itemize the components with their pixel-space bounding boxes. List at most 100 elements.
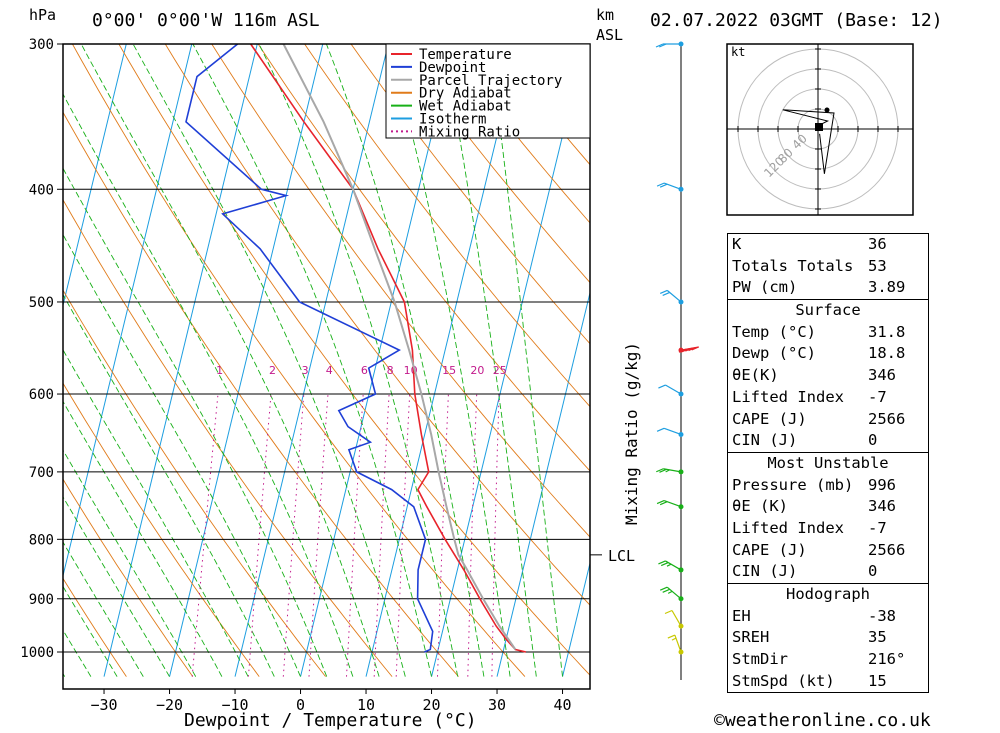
wind-barb-staff <box>663 427 682 436</box>
temperature-tick-label: −20 <box>156 696 183 714</box>
row-value: 53 <box>868 256 887 275</box>
wind-barb-flag <box>659 289 668 294</box>
dry-adiabat-line <box>257 44 590 472</box>
temperature-tick-label: 10 <box>357 696 375 714</box>
wet-adiabat-line <box>63 496 170 677</box>
row-value: -7 <box>868 518 887 537</box>
row-key: StmSpd (kt) <box>732 671 835 690</box>
isotherm-line <box>0 44 61 677</box>
row-value: 0 <box>868 431 878 450</box>
row-value: 346 <box>868 366 896 385</box>
hodograph-trace <box>782 109 835 174</box>
datetime-title: 02.07.2022 03GMT (Base: 12) <box>650 10 943 31</box>
row-key: K <box>732 235 742 253</box>
wind-barb-flag <box>662 588 670 593</box>
wet-adiabat-line <box>192 44 432 677</box>
series-line-parcel-trajectory <box>282 44 517 651</box>
wind-barb-flag <box>678 348 687 353</box>
wet-adiabat-line <box>63 629 92 677</box>
row-key: Totals Totals <box>732 256 854 275</box>
km-unit-label: km <box>596 6 615 24</box>
wet-adiabat-line <box>63 349 249 677</box>
mixing-ratio-value: 25 <box>493 364 507 377</box>
table-row: Temp (°C) 31.8 <box>728 322 928 344</box>
table-row: CIN (J) 0 <box>728 561 928 583</box>
wind-barb-flag <box>656 427 665 432</box>
isotherm-line <box>365 44 520 677</box>
mixing-ratio-line <box>308 393 329 677</box>
x-axis-label: Dewpoint / Temperature (°C) <box>184 710 477 731</box>
legend-entry: Dry Adiabat <box>419 86 512 102</box>
row-value: 2566 <box>868 409 906 428</box>
mixing-ratio-value: 6 <box>361 364 368 377</box>
section-title: Hodograph <box>786 585 870 603</box>
dry-adiabat-line <box>118 44 590 676</box>
mixing-ratio-line <box>373 393 390 677</box>
wind-barb-flag <box>664 609 673 615</box>
isotherm-line <box>300 44 455 677</box>
row-value: 31.8 <box>868 322 906 341</box>
copyright: ©weatheronline.co.uk <box>714 710 931 731</box>
surface-box: Surface Temp (°C) 31.8 Dewp (°C) 18.8 θE(K) 34… <box>728 299 928 452</box>
wet-adiabat-line <box>63 672 66 677</box>
dry-adiabat-line <box>63 289 326 677</box>
table-row: Dewp (°C) 18.8 <box>728 343 928 365</box>
mixing-ratio-line <box>491 393 500 677</box>
dry-adiabat-line <box>63 198 393 677</box>
wet-adiabat-line <box>132 44 406 677</box>
temperature-tick-label: 30 <box>488 696 506 714</box>
wind-barb-flag <box>656 500 665 505</box>
asl-unit-label: ASL <box>596 26 624 44</box>
table-row: Pressure (mb) 996 <box>728 475 928 497</box>
wind-barb-flag <box>691 346 699 351</box>
wind-barb-staff <box>665 384 682 395</box>
isotherm-line <box>63 44 127 308</box>
indices-table: K 36 Totals Totals 53 PW (cm) 3.89 Surface Tem… <box>727 233 929 694</box>
hpa-unit-label: hPa <box>29 6 57 24</box>
table-row: CAPE (J) 2566 <box>728 540 928 562</box>
row-value: 216° <box>868 650 906 669</box>
row-key: θE(K) <box>732 366 779 385</box>
table-row: θE (K) 346 <box>728 496 928 518</box>
wind-barb-flag <box>659 183 668 188</box>
wind-barb-staff <box>674 634 682 653</box>
row-value: 996 <box>868 475 896 494</box>
wind-barb-half <box>667 590 673 594</box>
section-title: Surface <box>795 301 861 320</box>
row-value: 3.89 <box>868 278 906 297</box>
mixing-ratio-value: 1 <box>216 364 223 377</box>
pressure-tick-label: 800 <box>29 532 54 548</box>
row-value: 18.8 <box>868 344 906 363</box>
legend-entry: Parcel Trajectory <box>419 73 562 89</box>
wet-adiabat-line <box>63 167 328 677</box>
wind-barb-flag <box>662 291 670 297</box>
wet-adiabat-line <box>63 585 118 677</box>
wind-barb-flag <box>688 346 696 352</box>
wet-adiabat-line <box>442 44 537 677</box>
row-value: 15 <box>868 671 887 690</box>
table-row: Totals Totals 53 <box>728 256 928 278</box>
isotherm-line <box>63 44 193 578</box>
dry-adiabat-line <box>71 44 526 677</box>
wind-barb-flag <box>658 384 666 389</box>
wet-adiabat-line <box>80 44 380 677</box>
wind-barb-half <box>671 637 677 641</box>
row-key: SREH <box>732 628 770 647</box>
row-value: 35 <box>868 628 887 647</box>
wet-adiabat-line <box>63 400 223 677</box>
legend-entry: Dewpoint <box>419 60 486 76</box>
wet-adiabat-line <box>63 541 144 677</box>
row-value: 0 <box>868 562 878 581</box>
wet-adiabat-line <box>258 44 459 677</box>
pressure-tick-label: 600 <box>29 387 54 403</box>
mixing-ratio-axis-label: Mixing Ratio (g/kg) <box>622 341 641 525</box>
table-row: StmDir 216° <box>728 649 928 671</box>
hodograph-point <box>824 107 830 113</box>
location-title: 0°00' 0°00'W 116m ASL <box>92 10 320 31</box>
dry-adiabat-line <box>63 111 459 677</box>
dry-adiabat-line <box>396 44 590 284</box>
wind-barb-flag <box>659 468 667 473</box>
lcl-label: LCL <box>608 547 636 565</box>
dry-adiabat-line <box>164 44 590 606</box>
